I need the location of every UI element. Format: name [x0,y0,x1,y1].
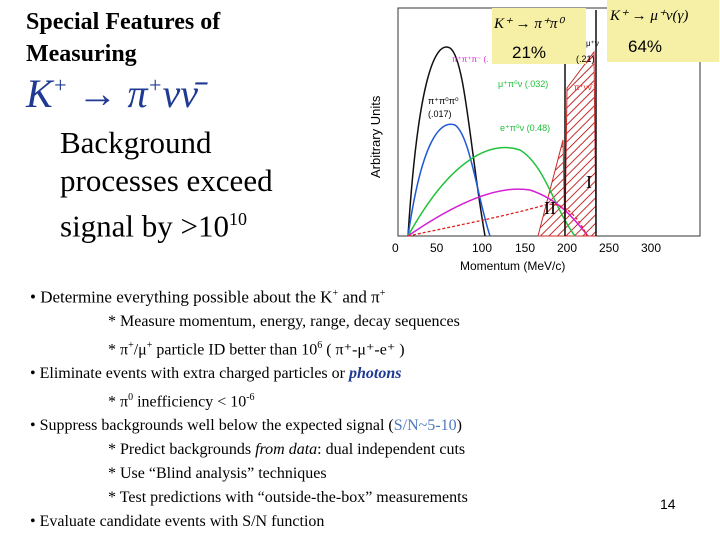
label-epi0nu: e⁺π⁰ν (0.48) [500,123,550,133]
region-II-hatch [537,139,566,237]
b1s2-sup1: + [128,339,134,351]
bullet-1-sup: + [332,288,339,299]
b1s2-slash: / [133,340,139,358]
bg-line-1: Background [60,125,212,160]
bullet-2-text: • Eliminate events with extra charged pa… [30,364,349,382]
label-pipi0pi0: π⁺π⁰π⁰ [428,96,459,106]
bullet-list: • Determine everything possible about th… [30,282,468,534]
x-axis-label: Momentum (MeV/c) [460,259,565,273]
bullet-1-sup2: + [379,288,386,299]
x-tick-200: 200 [557,241,577,255]
b3s1-italic: from data [255,441,318,459]
b1s2-paren: ( π⁺-μ⁺-e⁺ ) [322,340,405,358]
x-tick-250: 250 [599,241,619,255]
b1s2-pi: π [120,340,129,358]
y-axis-label: Arbitrary Units [368,95,383,178]
box-munu-formula: K⁺ → μ⁺ν(γ) [609,8,688,24]
bg-line-2: processes exceed [60,163,273,198]
slide-title: Special Features of Measuring [26,6,220,70]
x-tick-100: 100 [472,241,492,255]
box-munu-pct: 64% [628,37,662,56]
bullet-3-sub-1: * Predict backgrounds from data: dual in… [30,438,468,462]
b3s1-pre: * Predict backgrounds [108,441,256,459]
b2s1-pre: * π [108,393,129,411]
bullet-3-sn: S/N~5-10 [393,417,457,435]
background-statement: Background processes exceed signal by >1… [60,124,273,245]
curve-pipipi [407,46,486,237]
formula-nu: ν [162,71,181,116]
decay-formula: K+ → π+νν̄ [26,70,198,117]
x-tick-50: 50 [430,241,444,255]
region-I-label: I [586,172,592,192]
formula-k: K [26,71,53,116]
bullet-3-sub-3: * Test predictions with “outside-the-box… [108,489,468,507]
hatched-regions [537,50,597,237]
b2s1-sup: 0 [128,391,134,403]
box-pipi0-pct: 21% [512,43,546,62]
b1s2-sup2: + [146,339,153,351]
x-tick-0: 0 [392,241,399,255]
box-pipi0-formula: K⁺ → π⁺π⁰ [493,16,565,32]
curve-pinunubar [407,203,588,237]
bullet-1-sub-2: * π+/μ+ particle ID better than 106 ( π⁺… [30,334,468,362]
label-munu: μ⁺ν [586,39,599,48]
bg-exponent: 10 [229,209,248,229]
page-number: 14 [660,496,676,512]
b3s1-post: : dual independent cuts [317,441,466,459]
formula-arrow: → [77,71,118,116]
b2s1-exp: -6 [246,391,255,403]
formula-nubar: ν̄ [180,71,198,116]
label-pipipi: π⁺π⁺π⁻ (. [452,55,488,64]
x-axis-ticks: 0 50 100 150 200 250 300 [392,241,661,255]
formula-k-charge: + [52,72,68,98]
b2s1-mid: inefficiency < 10 [133,393,247,411]
title-line-1: Special Features of [26,9,221,35]
bullet-1-text: • Determine everything possible about th… [30,287,333,307]
title-line-2: Measuring [26,41,137,67]
b1s2-exp: 6 [317,339,323,351]
bullet-2-photons: photons [348,364,402,382]
b1s2-mu: μ [138,340,147,358]
bullet-3-post: ) [456,417,462,435]
label-mupi0nu: μ⁺π⁰ν (.032) [498,79,548,89]
curve-mupi0nu [407,146,576,237]
formula-pi-charge: + [147,72,163,98]
curve-epi0nu [407,188,589,237]
bullet-3-text: • Suppress backgrounds well below the ex… [30,417,394,435]
bullet-1-pi: π [371,287,380,307]
label-pinunubar: π⁺νν̄ [574,83,594,92]
formula-pi: π [127,71,148,116]
label-pipi0pi0-frac: (.017) [428,109,452,119]
b1s2-mid: particle ID better than 10 [152,340,318,358]
bullet-4: • Evaluate candidate events with S/N fun… [30,513,325,531]
momentum-spectrum-plot: Arbitrary Units K⁺ → π⁺π⁰ 21% K⁺ → μ⁺ν(γ… [368,0,719,273]
bullet-3: • Suppress backgrounds well below the ex… [30,414,468,438]
region-II-label: II [544,198,556,218]
x-tick-300: 300 [641,241,661,255]
bullet-3-sub-2: * Use “Blind analysis” techniques [108,465,327,483]
b1s2-pre: * [108,340,120,358]
bullet-1-mid: and [338,287,372,307]
curve-pipi0pi0 [407,123,491,237]
bullet-2: • Eliminate events with extra charged pa… [30,362,468,386]
bullet-1: • Determine everything possible about th… [30,282,468,310]
bullet-2-sub-1: * π0 inefficiency < 10-6 [30,386,468,414]
box-pipi0-bg [492,8,586,64]
label-munu-frac: (.21) [576,54,595,64]
x-tick-150: 150 [515,241,535,255]
region-I-hatch [564,50,597,237]
box-munu-bg [607,0,719,62]
bg-line-3: signal by >1010 [60,200,273,245]
bullet-1-sub-1: * Measure momentum, energy, range, decay… [108,312,460,330]
bg-line-3-text: signal by >10 [60,208,230,244]
